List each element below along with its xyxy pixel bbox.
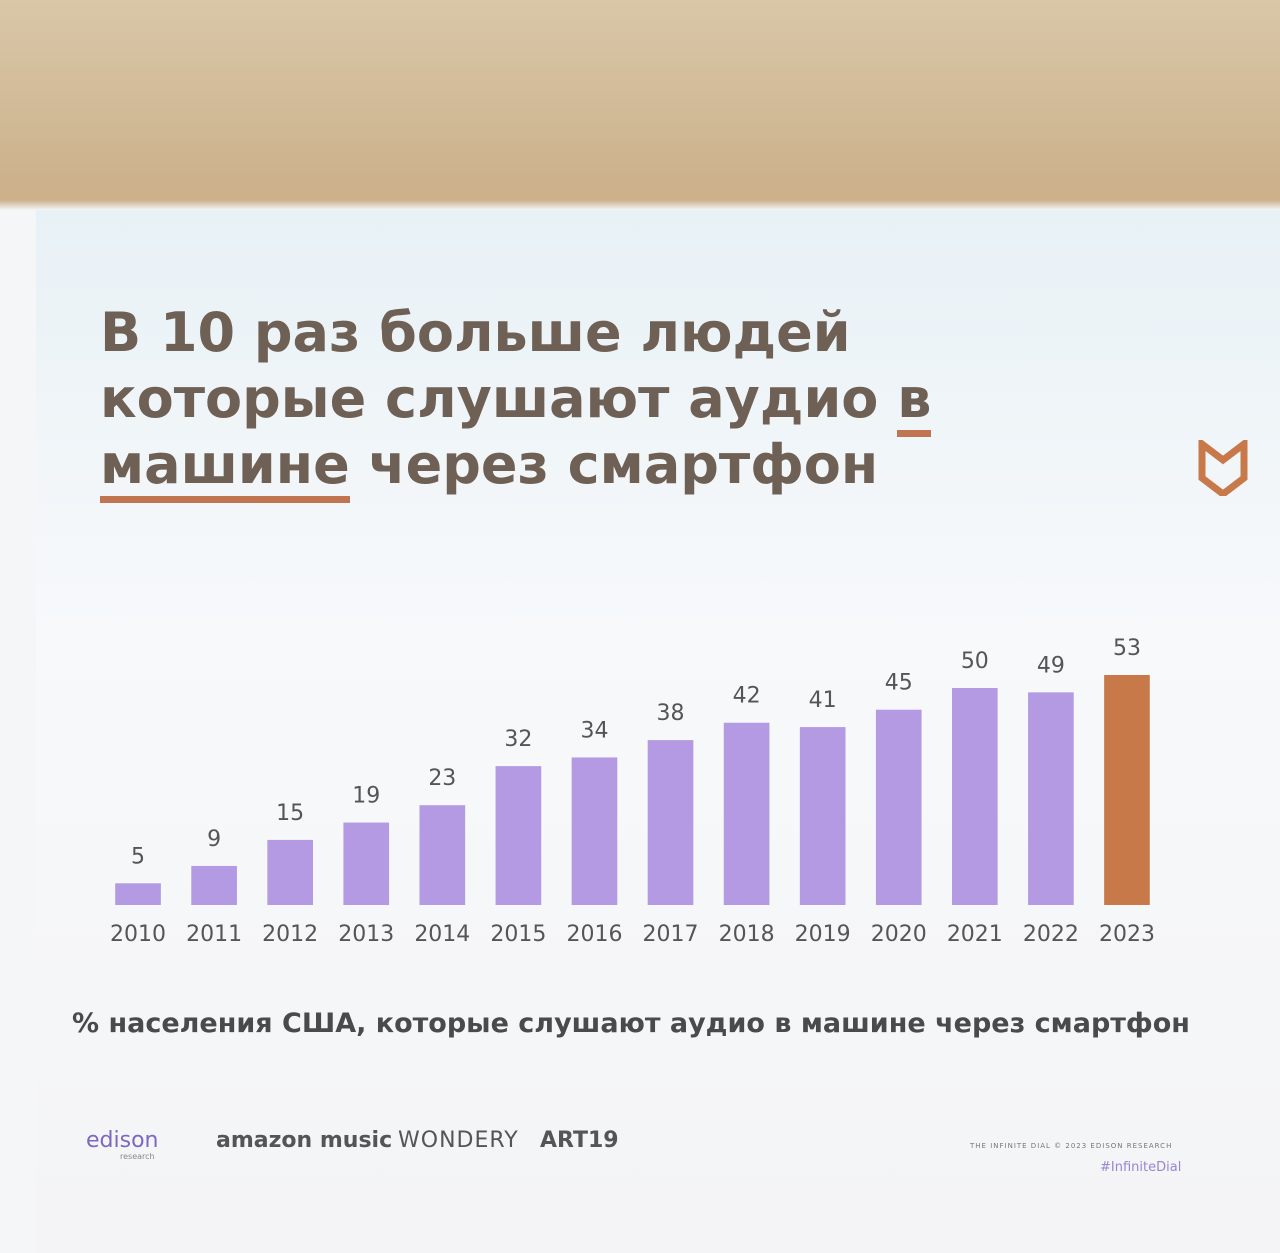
- value-label: 23: [428, 766, 456, 791]
- x-tick-label: 2020: [871, 922, 927, 947]
- bar: [191, 865, 237, 905]
- title-part: в машине: [100, 367, 932, 503]
- chart-title: В 10 раз больше людей которые слушают ау…: [100, 300, 1000, 503]
- logo: ART19: [540, 1128, 619, 1153]
- logo: WONDERY: [398, 1128, 519, 1153]
- bar: [419, 805, 466, 905]
- bar: [267, 839, 313, 905]
- value-label: 19: [352, 784, 380, 809]
- x-tick-label: 2022: [1023, 922, 1079, 947]
- title-part: через смартфон: [368, 433, 879, 496]
- bar: [799, 727, 846, 905]
- bar: [875, 709, 922, 905]
- value-label: 15: [276, 801, 304, 826]
- bar: [1104, 675, 1150, 905]
- value-label: 50: [961, 649, 989, 674]
- hashtag: #InfiniteDial: [1100, 1160, 1182, 1175]
- x-tick-label: 2023: [1099, 922, 1155, 947]
- value-label: 49: [1037, 653, 1065, 678]
- value-label: 41: [809, 688, 837, 713]
- x-tick-label: 2015: [490, 922, 546, 947]
- value-label: 45: [885, 671, 913, 696]
- x-tick-label: 2012: [262, 922, 318, 947]
- x-tick-label: 2018: [719, 922, 775, 947]
- x-tick-label: 2021: [947, 922, 1003, 947]
- bar: [647, 740, 694, 905]
- bar: [952, 688, 998, 905]
- value-label: 9: [207, 827, 221, 852]
- value-label: 42: [733, 684, 761, 709]
- bar: [1028, 692, 1074, 905]
- logo: edison: [86, 1128, 159, 1153]
- value-label: 32: [504, 727, 532, 752]
- value-label: 5: [131, 844, 145, 869]
- x-tick-label: 2017: [643, 922, 699, 947]
- bar: [343, 822, 390, 905]
- bar: [723, 722, 770, 905]
- x-tick-label: 2019: [795, 922, 851, 947]
- value-label: 53: [1113, 636, 1141, 661]
- x-tick-label: 2014: [414, 922, 470, 947]
- x-tick-label: 2011: [186, 922, 242, 947]
- logo: research: [120, 1152, 155, 1161]
- credit: THE INFINITE DIAL © 2023 EDISON RESEARCH: [970, 1142, 1173, 1150]
- bar: [495, 766, 542, 905]
- x-tick-label: 2010: [110, 922, 166, 947]
- x-tick-label: 2016: [566, 922, 622, 947]
- value-label: 34: [580, 718, 608, 743]
- brand-logo: [1198, 440, 1248, 496]
- bar: [571, 757, 618, 905]
- x-tick-label: 2013: [338, 922, 394, 947]
- title-part: В 10 раз больше людей которые слушают ау…: [100, 301, 879, 430]
- logo: amazon music: [216, 1128, 393, 1153]
- bar: [115, 883, 161, 905]
- value-label: 38: [657, 701, 685, 726]
- x-axis-label: % населения США, которые слушают аудио в…: [72, 1008, 1190, 1039]
